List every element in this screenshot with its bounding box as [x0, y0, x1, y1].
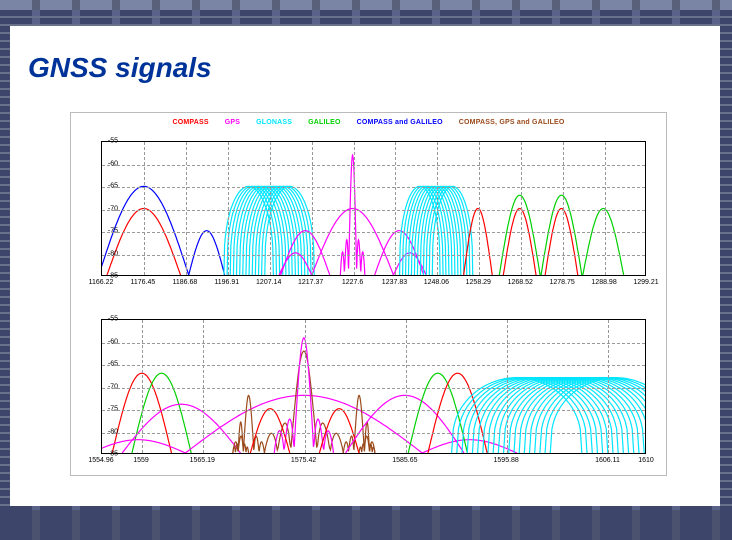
legend-item: COMPASS and GALILEO [357, 119, 443, 126]
xtick-label: 1166.22 [89, 279, 114, 286]
ytick-label: -70 [94, 383, 118, 390]
ytick-label: -80 [94, 250, 118, 257]
xtick-label: 1176.45 [131, 279, 156, 286]
xtick-label: 1559 [133, 457, 149, 464]
xtick-label: 1610 [638, 457, 654, 464]
legend: COMPASS GPS GLONASS GALILEO COMPASS and GALI… [71, 119, 666, 133]
xtick-label: 1278.75 [549, 279, 574, 286]
xlabels-top: 1166.221176.451186.681196.911207.141217.… [101, 279, 646, 291]
xtick-label: 1268.52 [508, 279, 533, 286]
chart-card: COMPASS GPS GLONASS GALILEO COMPASS and GALI… [70, 112, 667, 476]
ytick-label: -70 [94, 205, 118, 212]
xtick-label: 1207.14 [256, 279, 281, 286]
plot-frame-bot [101, 319, 646, 454]
ytick-label: -85 [94, 273, 118, 280]
legend-item: GLONASS [256, 119, 292, 126]
chart-top [101, 141, 646, 276]
legend-item: GALILEO [308, 119, 341, 126]
ytick-label: -65 [94, 361, 118, 368]
xtick-label: 1258.29 [466, 279, 491, 286]
legend-item: COMPASS, GPS and GALILEO [459, 119, 565, 126]
xtick-label: 1186.68 [172, 279, 197, 286]
legend-item: GPS [225, 119, 240, 126]
ytick-label: -55 [94, 316, 118, 323]
ytick-label: -80 [94, 428, 118, 435]
ytick-label: -75 [94, 228, 118, 235]
xtick-label: 1288.98 [591, 279, 616, 286]
ytick-label: -60 [94, 338, 118, 345]
xtick-label: 1196.91 [214, 279, 239, 286]
xtick-label: 1606.11 [595, 457, 620, 464]
signal-curve [464, 209, 493, 276]
signal-curve [503, 209, 536, 276]
xtick-label: 1248.06 [424, 279, 449, 286]
signal-curve [422, 440, 517, 453]
page-title: GNSS signals [28, 52, 212, 84]
ytick-label: -75 [94, 406, 118, 413]
xtick-label: 1227.6 [342, 279, 363, 286]
slide-root: GNSS signals COMPASSGPSGLONASSGALILEOCOM… [0, 0, 732, 540]
xtick-label: 1585.65 [392, 457, 417, 464]
legend-item: COMPASS [172, 119, 208, 126]
signal-curve [189, 231, 225, 275]
xtick-label: 1565.19 [190, 457, 215, 464]
xtick-label: 1575.42 [291, 457, 316, 464]
xtick-label: 1595.88 [494, 457, 519, 464]
ytick-label: -85 [94, 451, 118, 458]
chart-bottom [101, 319, 646, 454]
ytick-label: -55 [94, 138, 118, 145]
xtick-label: 1237.83 [382, 279, 407, 286]
ytick-label: -60 [94, 160, 118, 167]
xlabels-bot: 1554.9615591565.191575.421585.651595.881… [101, 457, 646, 469]
signal-curve [545, 209, 578, 276]
plot-frame-top [101, 141, 646, 276]
ytick-label: -65 [94, 183, 118, 190]
xtick-label: 1217.37 [298, 279, 323, 286]
xtick-label: 1299.21 [633, 279, 658, 286]
signal-curve [583, 209, 624, 276]
xtick-label: 1554.96 [88, 457, 113, 464]
